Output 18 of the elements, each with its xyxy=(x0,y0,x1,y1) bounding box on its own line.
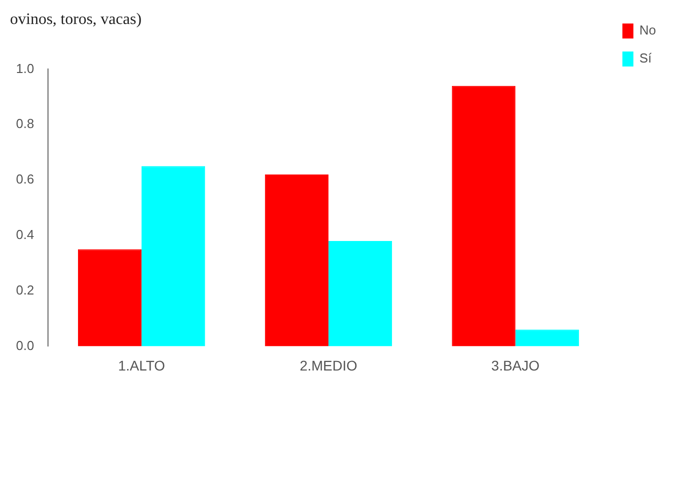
y-tick-label: 0.4 xyxy=(16,226,34,242)
x-tick-label: 3.BAJO xyxy=(491,357,540,374)
bar xyxy=(142,166,206,346)
bar xyxy=(452,86,516,346)
chart-title: ovinos, toros, vacas) xyxy=(10,10,142,28)
legend-label: No xyxy=(639,22,656,38)
y-tick-label: 0.8 xyxy=(16,116,34,132)
bar xyxy=(264,174,328,346)
bar xyxy=(328,240,392,346)
bar xyxy=(78,249,142,346)
x-tick-label: 2.MEDIO xyxy=(300,357,358,374)
y-tick-label: 1.0 xyxy=(16,60,34,76)
y-tick-label: 0.6 xyxy=(16,172,34,187)
x-tick-label: 1.ALTO xyxy=(118,357,166,374)
legend-label: Sí xyxy=(639,50,652,66)
y-tick-label: 0.2 xyxy=(16,282,34,298)
y-tick-label: 0.0 xyxy=(16,338,34,353)
bar xyxy=(515,330,579,346)
